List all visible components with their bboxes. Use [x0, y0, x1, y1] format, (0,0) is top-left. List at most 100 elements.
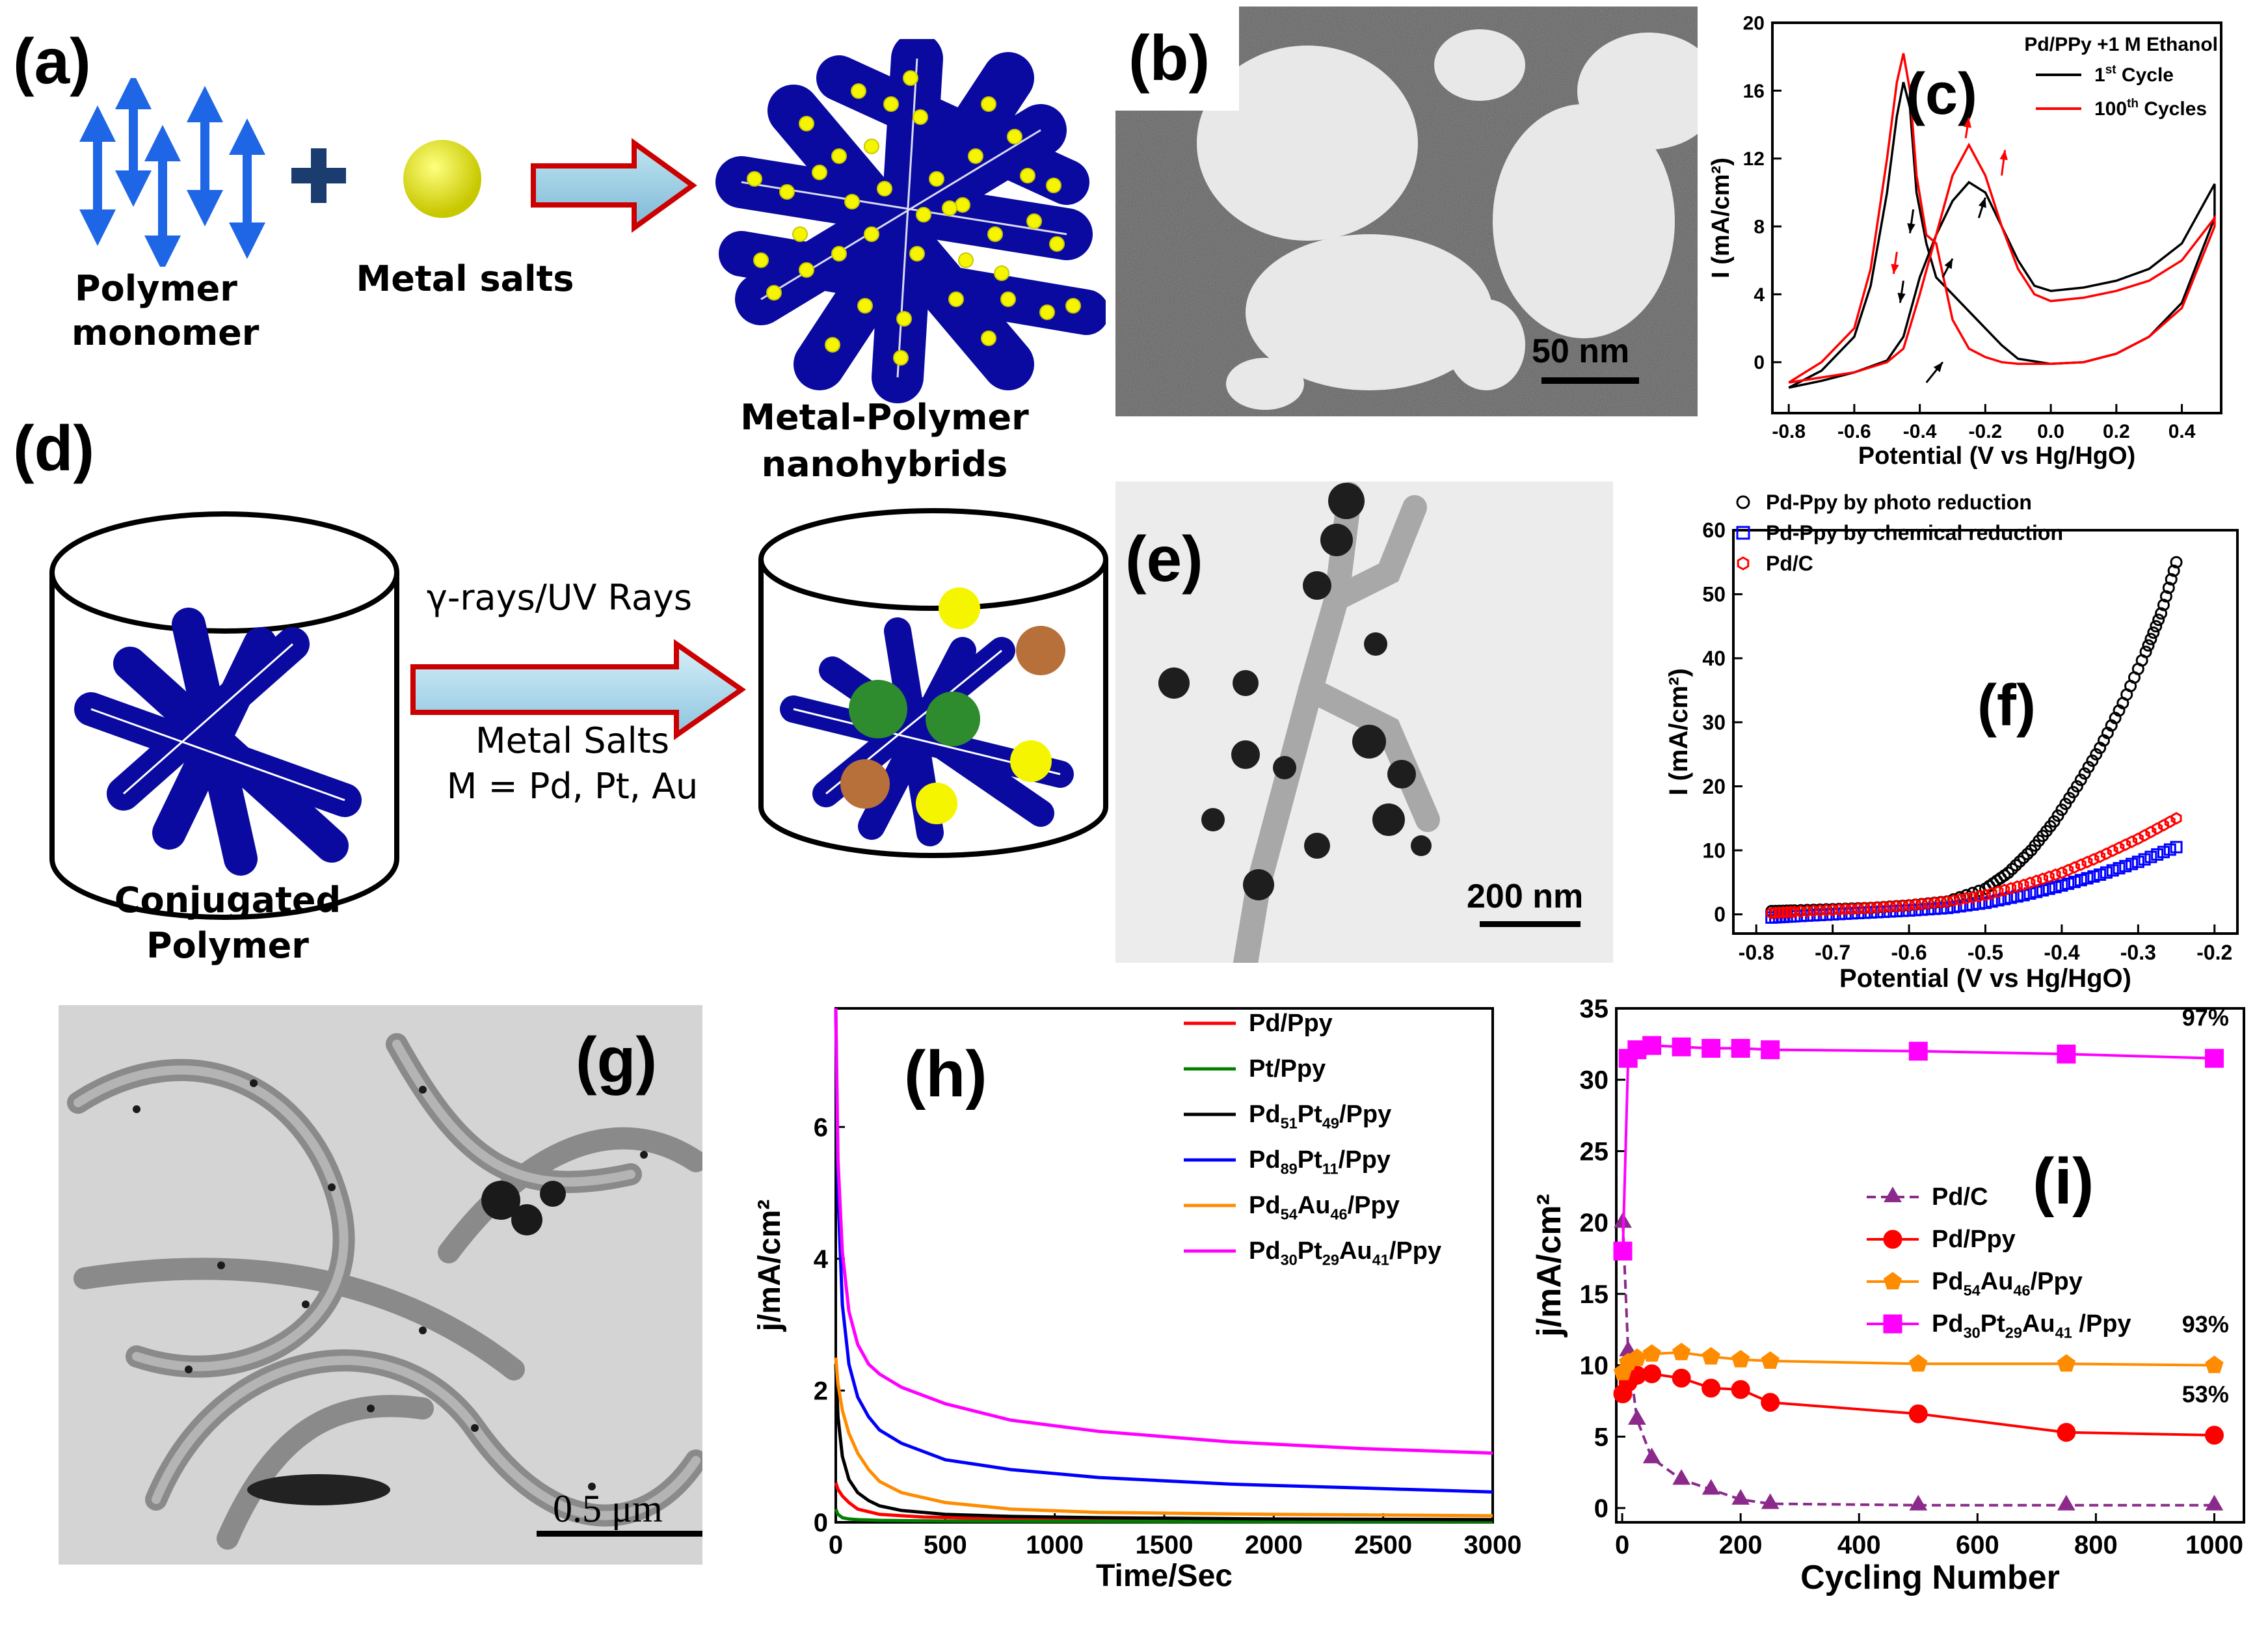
y-tick-label: 10 [1702, 839, 1726, 862]
data-point-hexagon [1923, 896, 1934, 910]
scan-direction-arrowhead [1907, 223, 1915, 234]
data-point-square [2042, 882, 2055, 895]
data-point-hexagon [1846, 902, 1858, 915]
x-tick-label: 400 [1837, 1531, 1881, 1559]
series-line [834, 1364, 1493, 1522]
data-point-square [2131, 855, 2144, 868]
data-point-hexagon [2069, 861, 2080, 874]
data-point-square [2057, 1044, 2076, 1064]
legend-entry-part: 41 [2055, 1325, 2072, 1341]
legend-entry-part: 30 [1964, 1325, 1981, 1341]
scan-direction-arrowhead [1944, 258, 1953, 269]
legend-entry-part: Au [2022, 1310, 2055, 1338]
data-point-square [2094, 868, 2107, 881]
y-tick-label: 4 [814, 1245, 829, 1274]
panel-g-label: (g) [576, 1024, 658, 1096]
y-tick-label: 60 [1702, 518, 1726, 542]
legend-entry: Pd51Pt49/Ppy [1249, 1101, 1391, 1132]
data-point-circle [2006, 863, 2019, 876]
scan-direction-arrowhead [1963, 118, 1972, 128]
data-point-hexagon [1814, 904, 1826, 917]
legend-entry-part: 51 [1281, 1115, 1298, 1132]
retention-annotation: 93% [2182, 1311, 2229, 1338]
monomer-arrows-icon [79, 78, 265, 267]
data-point-pentagon [1731, 1349, 1750, 1367]
series-line [834, 1357, 1493, 1518]
plot-frame [1771, 21, 2222, 414]
data-point-square [2163, 843, 2176, 856]
data-point-hexagon [2094, 850, 2106, 863]
data-point-hexagon [1871, 901, 1883, 914]
data-point-hexagon [1897, 899, 1908, 913]
data-point-hexagon [1795, 905, 1807, 918]
data-point-circle [2009, 859, 2022, 872]
data-point-square [2126, 857, 2139, 870]
data-point-square [2106, 864, 2119, 877]
legend-entry-part: Cycle [2116, 64, 2174, 86]
data-point-square [1642, 1036, 1662, 1055]
data-point-hexagon [1808, 904, 1819, 917]
data-point-hexagon [2120, 838, 2131, 852]
data-point-hexagon [1980, 889, 1991, 902]
data-point-hexagon [2018, 878, 2029, 891]
data-point-pentagon [2205, 1355, 2224, 1373]
scan-direction-arrowhead [1978, 197, 1986, 208]
legend-entry-part: 100 [2094, 98, 2127, 120]
legend-entry-part: 54 [1964, 1282, 1981, 1299]
y-tick-label: 4 [1754, 284, 1765, 306]
y-tick-label: 12 [1743, 148, 1765, 170]
data-point-circle [2165, 572, 2178, 586]
legend-entry-part: /Ppy [2072, 1310, 2131, 1338]
x-tick-label: 2500 [1354, 1531, 1412, 1559]
data-point-hexagon [2043, 870, 2055, 883]
data-point-square [1985, 895, 1998, 908]
legend-marker [1883, 1314, 1902, 1334]
data-point-hexagon [1986, 887, 1997, 900]
data-point-circle [2157, 599, 2170, 612]
retention-annotation: 97% [2182, 1004, 2229, 1030]
data-point-square [2074, 874, 2087, 887]
legend-entry: Pd/C [1932, 1183, 1988, 1211]
legend-entry-part: Au [1339, 1237, 1372, 1265]
panel-f: -0.8 -0.7 -0.6 -0.5 -0.4 -0.3 -0.2 0 10 20 30 40 50 6… [1626, 478, 2268, 993]
y-tick-label: 16 [1743, 81, 1765, 102]
data-point-hexagon [1865, 901, 1876, 915]
data-point-hexagon [2164, 815, 2176, 828]
data-point-circle [1701, 1379, 1721, 1398]
panel-h: 0 500 1000 1500 2000 2500 3000 0 2 4 6 Time/Sec j/mA… [715, 989, 1535, 1626]
x-tick-label: 1500 [1136, 1531, 1194, 1559]
series-line-100th-Cycles [1788, 53, 2216, 384]
x-tick-label: -0.7 [1815, 941, 1850, 964]
legend-marker [1883, 1230, 1902, 1249]
data-point-hexagon [2088, 853, 2100, 866]
x-axis-label: Potential (V vs Hg/HgO) [1858, 442, 2135, 470]
y-tick-label: 25 [1580, 1137, 1609, 1166]
y-tick-label: 40 [1702, 647, 1726, 670]
series-line [834, 1008, 1493, 1455]
x-tick-label: -0.3 [2120, 941, 2156, 964]
data-point-square [1761, 1040, 1780, 1060]
legend-entry-part: Pt [1298, 1101, 1322, 1128]
panel-i: 0 200 400 600 800 1000 0 5 10 15 20 25 30 35 Cycling N… [1525, 989, 2268, 1626]
legend-entry-part: Pd/Ppy [1249, 1010, 1333, 1037]
data-point-circle [1908, 1404, 1928, 1423]
legend-entry: Pd30Pt29Au41/Ppy [1249, 1237, 1441, 1269]
tem-image-e [1115, 481, 1613, 963]
data-point-circle [2152, 613, 2165, 626]
legend-entry-part: /Ppy [1389, 1237, 1441, 1265]
legend-entry-part: 89 [1281, 1161, 1298, 1178]
data-point-square [2157, 846, 2170, 859]
data-point-square [2138, 853, 2151, 866]
legend-entry: Pd/Ppy [1932, 1226, 2016, 1253]
scale-bar-e [1480, 921, 1581, 927]
data-point-circle [2139, 645, 2152, 658]
panel-d-label: (d) [13, 412, 95, 484]
data-point-hexagon [1948, 894, 1959, 907]
data-point-circle [2167, 564, 2180, 577]
data-point-square [1998, 893, 2011, 906]
data-point-hexagon [1973, 889, 1985, 903]
data-point-hexagon [1941, 895, 1953, 908]
data-point-circle [2070, 780, 2083, 793]
chart-i: 0 200 400 600 800 1000 0 5 10 15 20 25 30 35 Cycling N… [1530, 995, 2245, 1596]
x-tick-label: 500 [924, 1531, 967, 1559]
